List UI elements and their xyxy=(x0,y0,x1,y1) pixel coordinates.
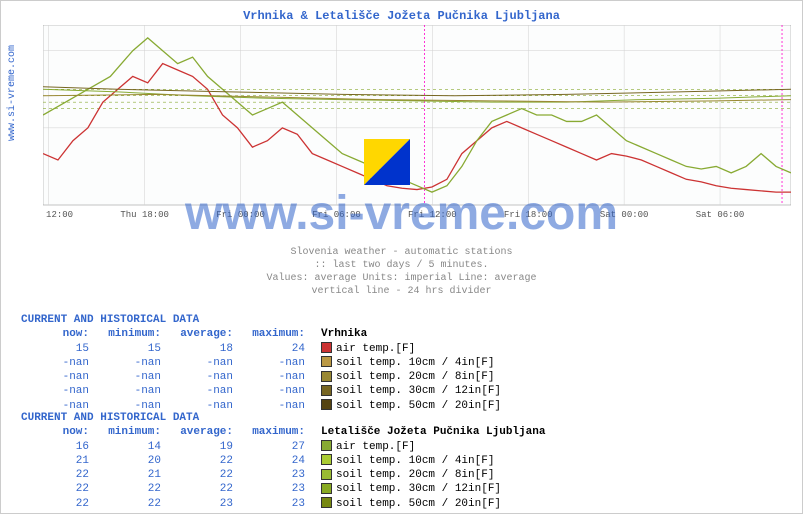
svg-text:Sat 00:00: Sat 00:00 xyxy=(600,210,649,220)
svg-text:Fri 06:00: Fri 06:00 xyxy=(312,210,361,220)
data-table-2: CURRENT AND HISTORICAL DATA now:minimum:… xyxy=(21,411,549,511)
svg-text:Fri 12:00: Fri 12:00 xyxy=(408,210,457,220)
svg-text:Thu 18:00: Thu 18:00 xyxy=(120,210,169,220)
svg-text:Fri 00:00: Fri 00:00 xyxy=(216,210,265,220)
caption-l2: :: last two days / 5 minutes. xyxy=(314,260,488,271)
caption-l3: Values: average Units: imperial Line: av… xyxy=(266,273,536,284)
table2-header: CURRENT AND HISTORICAL DATA xyxy=(21,411,549,425)
svg-text:Fri 18:00: Fri 18:00 xyxy=(504,210,553,220)
svg-text:Thu 12:00: Thu 12:00 xyxy=(43,210,73,220)
caption-l4: vertical line - 24 hrs divider xyxy=(311,286,491,297)
table1-header: CURRENT AND HISTORICAL DATA xyxy=(21,313,505,327)
caption-l1: Slovenia weather - automatic stations xyxy=(290,247,512,258)
svg-text:Sat 06:00: Sat 06:00 xyxy=(696,210,745,220)
side-label: www.si-vreme.com xyxy=(7,45,18,141)
chart-title: Vrhnika & Letališče Jožeta Pučnika Ljubl… xyxy=(1,1,802,23)
chart-area: Thu 12:00Thu 18:00Fri 00:00Fri 06:00Fri … xyxy=(43,25,791,205)
chart-caption: Slovenia weather - automatic stations ::… xyxy=(1,246,802,298)
data-table-1: CURRENT AND HISTORICAL DATA now:minimum:… xyxy=(21,313,505,413)
